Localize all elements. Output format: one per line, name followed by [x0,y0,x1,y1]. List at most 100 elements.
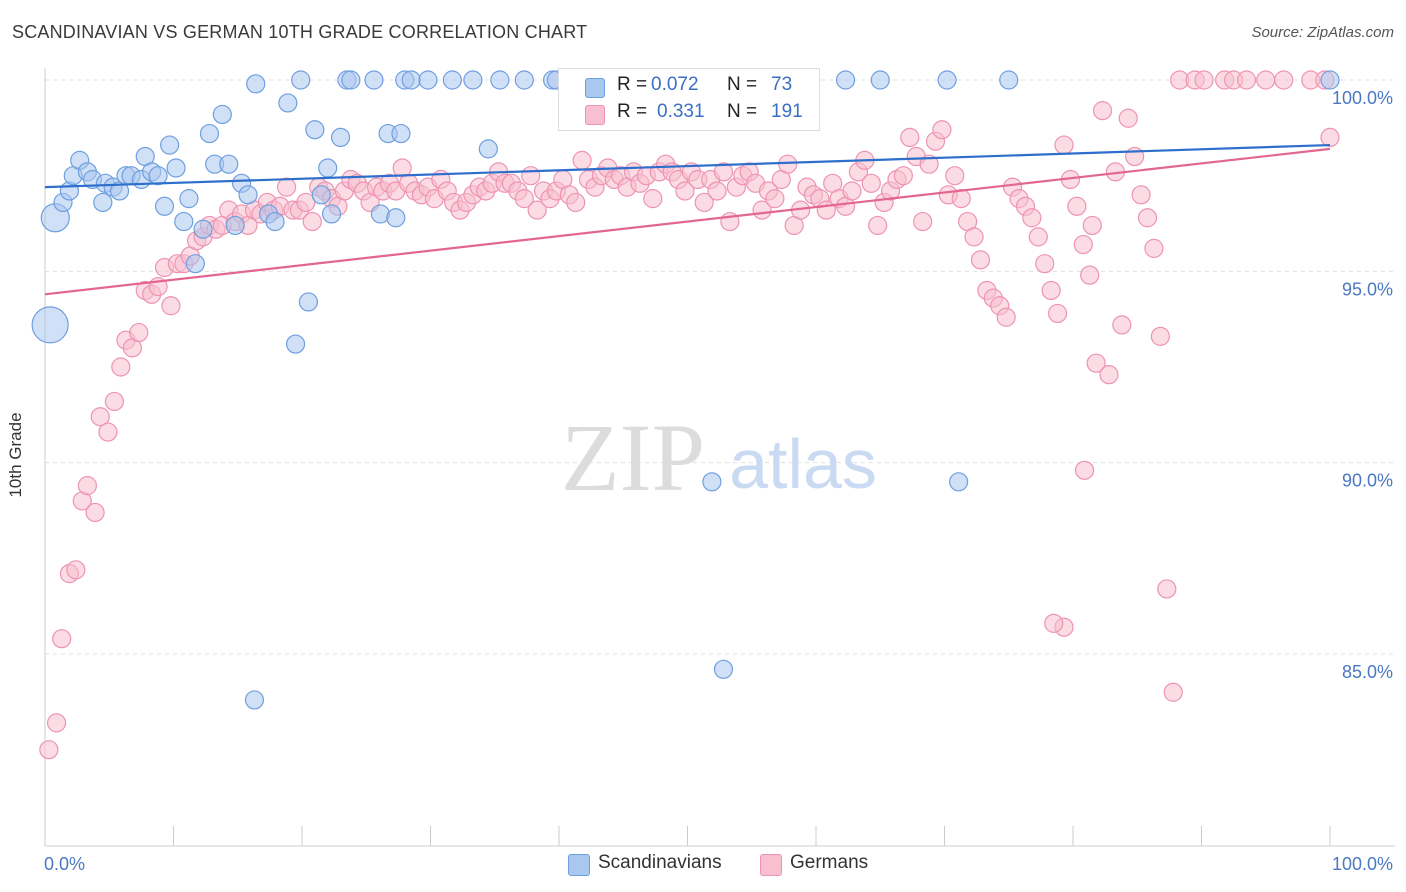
german-point [39,740,59,760]
scandinavians-swatch [585,78,605,98]
scandinavian-point [291,70,311,90]
german-point [1236,70,1257,90]
scandinavian-point [238,185,258,205]
scandinavian-point [478,139,498,159]
axes [44,68,1395,847]
german-point [932,120,952,140]
scandinavian-point [341,70,361,90]
german-point [1256,70,1276,90]
legend-label-germans: Germans [790,852,869,873]
german-trend-line [44,147,1331,296]
german-point [945,166,965,186]
x-tick-label: 0.0% [44,854,85,874]
scandinavian-point [835,70,856,90]
german-point [296,192,316,213]
german-point [1099,365,1119,385]
german-point [713,162,734,182]
scandinavian-point [490,70,510,90]
german-point [161,296,181,316]
scandinavian-point [386,208,406,228]
r-value: 0.072 [651,74,699,95]
german-point [1118,108,1138,128]
scandinavian-point [391,123,411,144]
chart-title: SCANDINAVIAN VS GERMAN 10TH GRADE CORREL… [12,22,588,42]
scandinavian-point [246,74,266,94]
german-point [996,307,1016,327]
legend-label-scandinavians: Scandinavians [598,852,722,873]
stats-box: R = 0.072 N = 73 R = 0.331 N = 191 [558,68,820,131]
scandinavian-point [225,215,245,236]
scandinavian-point [31,306,69,344]
german-point [1047,303,1068,324]
scandinavian-point [1320,70,1340,90]
trend-lines [44,143,1331,296]
scandinavian-point [514,70,534,90]
german-point [1035,254,1055,274]
german-point [104,391,124,412]
watermark-zip: ZIP [561,404,705,511]
german-point [1082,215,1102,236]
scandinavian-point [418,70,438,90]
scandinavian-point [185,254,205,274]
legend-swatch-scandinavians [568,854,590,876]
german-point [900,127,920,147]
scandinavian-point [278,93,298,113]
german-point [919,154,939,174]
scandinavian-point [870,70,890,90]
scandinavian-point [212,104,232,125]
y-tick-label: 85.0% [1342,662,1393,682]
scandinavian-point [305,120,325,140]
german-point [52,629,72,649]
german-point [893,166,913,186]
german-point [1086,353,1106,373]
scandinavian-point [199,123,220,144]
german-point [85,502,105,523]
german-point [111,357,131,377]
german-point [1067,196,1087,216]
german-point [566,192,586,213]
german-point [964,227,984,247]
german-point [1157,579,1177,599]
german-point [1080,265,1100,285]
scandinavian-point [179,189,199,209]
r-label: R = [617,101,648,122]
german-point [129,322,149,343]
german-point [707,181,727,201]
german-point [1054,135,1074,155]
stats-row-germans: R = 0.331 N = 191 [559,101,819,129]
scandinavian-point [442,70,462,90]
scandinavian-point [244,690,265,710]
german-point [970,250,991,270]
german-point [778,154,798,174]
german-point [1074,460,1095,480]
german-point [1131,185,1151,205]
german-point [1137,208,1158,228]
scandinavian-point [330,127,351,147]
n-value: 191 [771,101,803,122]
n-label: N = [727,101,758,122]
german-point [514,189,534,209]
german-point [1092,101,1113,121]
germans-swatch [585,105,605,125]
scandinavian-point [193,219,213,239]
german-point [861,173,881,193]
german-point [276,177,297,197]
german-point [694,192,714,213]
scandinavian-point [463,70,483,90]
german-point [1041,280,1061,301]
german-point [675,181,695,201]
scandinavian-point [713,659,734,679]
german-point [842,181,862,201]
scandinavian-point [285,334,306,354]
stats-row-scandinavians: R = 0.072 N = 73 [559,74,819,102]
scandinavian-point [702,472,722,492]
legend-swatch-germans [760,854,782,876]
scandinavian-point [364,70,384,90]
scandinavian-point [937,70,957,90]
scandinavian-point [219,154,239,174]
watermark: ZIP atlas [561,404,877,511]
n-label: N = [727,74,758,95]
scandinavian-point [298,292,319,312]
german-point [913,211,933,232]
